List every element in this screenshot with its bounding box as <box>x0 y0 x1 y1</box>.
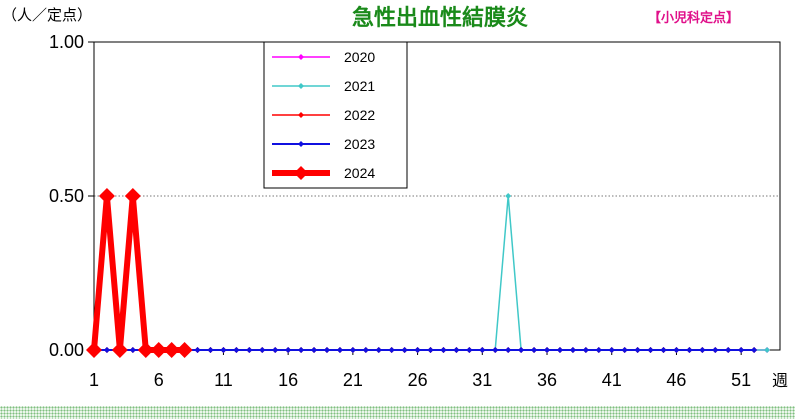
data-point <box>634 347 641 353</box>
data-point <box>518 347 525 353</box>
y-tick-label: 0.00 <box>49 340 84 360</box>
x-tick-label: 31 <box>472 370 492 390</box>
data-point <box>466 347 473 353</box>
series-group <box>86 188 771 358</box>
data-point <box>163 342 180 358</box>
legend-item-2024: 2024 <box>272 165 375 181</box>
data-point <box>375 347 382 353</box>
data-point <box>660 347 667 353</box>
series-2021 <box>91 193 771 353</box>
data-point <box>505 193 512 199</box>
legend: 2020 2021 2022 2023 2024 <box>263 41 408 189</box>
x-tick-label: 16 <box>278 370 298 390</box>
data-point <box>194 347 201 353</box>
data-point <box>220 347 227 353</box>
data-point <box>323 347 330 353</box>
x-tick-label: 1 <box>89 370 99 390</box>
data-point <box>246 347 253 353</box>
data-point <box>427 347 434 353</box>
data-point <box>751 347 758 353</box>
legend-label: 2021 <box>344 78 375 94</box>
x-unit-label: 週 <box>772 371 788 390</box>
data-point <box>595 347 602 353</box>
x-tick-label: 6 <box>154 370 164 390</box>
x-axis: 1 6 11 16 21 26 31 36 41 46 51 <box>89 350 751 390</box>
data-point <box>725 347 732 353</box>
legend-swatch-marker <box>298 112 304 118</box>
y-tick-label: 0.50 <box>49 186 84 206</box>
x-tick-label: 36 <box>537 370 557 390</box>
legend-item-2022: 2022 <box>272 107 375 123</box>
data-point <box>86 342 102 358</box>
data-point <box>647 347 654 353</box>
data-point <box>492 347 499 353</box>
y-unit-label: （人／定点） <box>2 6 92 24</box>
chart-title: 急性出血性結膜炎 <box>352 5 528 31</box>
data-point <box>531 347 538 353</box>
x-tick-label: 21 <box>343 370 363 390</box>
data-point <box>311 347 318 353</box>
data-point <box>298 347 305 353</box>
data-point <box>207 347 214 353</box>
data-point <box>608 347 615 353</box>
data-point <box>124 188 141 204</box>
data-point <box>505 347 512 353</box>
x-tick-label: 41 <box>602 370 622 390</box>
x-tick-label: 51 <box>731 370 751 390</box>
chart-subtitle: 【小児科定点】 <box>648 10 739 26</box>
data-point <box>556 347 563 353</box>
x-tick-label: 11 <box>214 370 233 390</box>
legend-label: 2022 <box>344 107 375 123</box>
data-point <box>98 188 115 204</box>
data-point <box>699 347 706 353</box>
data-point <box>388 347 395 353</box>
data-point <box>764 347 771 353</box>
y-tick-label: 1.00 <box>49 32 84 52</box>
x-tick-label: 46 <box>666 370 686 390</box>
data-point <box>453 347 460 353</box>
legend-label: 2023 <box>344 136 375 152</box>
data-point <box>285 347 292 353</box>
data-point <box>686 347 693 353</box>
data-point <box>103 347 110 353</box>
data-point <box>414 347 421 353</box>
legend-swatch-marker <box>298 54 304 60</box>
data-point <box>272 347 279 353</box>
legend-label: 2024 <box>344 165 375 181</box>
legend-item-2021: 2021 <box>272 78 375 94</box>
data-point <box>259 347 266 353</box>
data-point <box>150 342 167 358</box>
data-point <box>738 347 745 353</box>
data-point <box>111 342 128 358</box>
legend-item-2023: 2023 <box>272 136 375 152</box>
data-point <box>673 347 680 353</box>
y-axis: 0.00 0.50 1.00 <box>49 32 94 360</box>
legend-label: 2020 <box>344 49 375 65</box>
data-point <box>544 347 551 353</box>
bottom-decoration-strip <box>0 406 795 419</box>
x-tick-label: 26 <box>408 370 428 390</box>
data-point <box>176 342 193 358</box>
legend-swatch-marker <box>298 141 304 147</box>
data-point <box>712 347 719 353</box>
legend-swatch-marker <box>294 166 308 180</box>
data-point <box>349 347 356 353</box>
data-point <box>440 347 447 353</box>
data-point <box>336 347 343 353</box>
data-point <box>137 342 154 358</box>
data-point <box>569 347 576 353</box>
data-point <box>362 347 369 353</box>
series-2024 <box>86 188 193 358</box>
data-point <box>233 347 240 353</box>
data-point <box>621 347 628 353</box>
series-line-2021 <box>94 195 768 351</box>
data-point <box>582 347 589 353</box>
data-point <box>129 347 136 353</box>
series-line-2024 <box>91 195 185 353</box>
legend-swatch-marker <box>298 83 304 89</box>
data-point <box>401 347 408 353</box>
legend-item-2020: 2020 <box>272 49 375 65</box>
data-point <box>479 347 486 353</box>
